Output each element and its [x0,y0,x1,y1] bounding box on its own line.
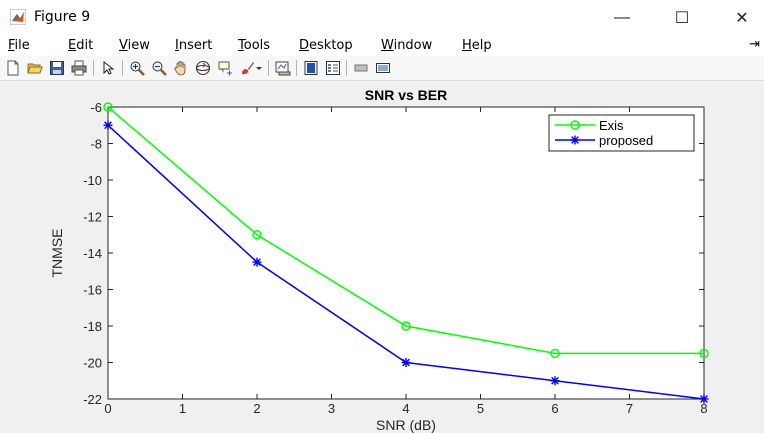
data-point-marker [252,230,262,240]
toolbar-separator [93,60,94,76]
hide-plot-tools-icon[interactable] [352,59,370,77]
x-tick-label: 6 [551,401,558,416]
y-axis-label: TNMSE [49,229,65,278]
colorbar-icon[interactable] [302,59,320,77]
data-point-marker [401,321,411,331]
brush-icon[interactable] [238,59,256,77]
data-point-marker [550,348,560,359]
series-line-0 [107,106,704,355]
data-series [103,102,709,404]
x-tick-label: 7 [626,401,633,416]
toolbar [0,56,764,81]
pan-icon[interactable] [172,59,190,77]
x-tick-label: 8 [700,401,707,416]
y-tick-label: -22 [83,392,102,407]
x-tick-label: 3 [328,401,335,416]
data-point-marker [699,394,709,404]
data-cursor-icon[interactable] [216,59,234,77]
show-plot-tools-icon[interactable] [374,59,392,77]
y-tick-label: -12 [83,210,102,225]
y-tick-label: -10 [83,173,102,188]
x-axis-label: SNR (dB) [376,417,436,433]
menu-desktop[interactable]: Desktop [299,38,353,53]
brush-dropdown-icon[interactable] [254,59,264,77]
x-tick-label: 0 [104,401,111,416]
zoom-out-icon[interactable] [150,59,168,77]
matlab-logo-icon [10,9,26,25]
y-tick-label: -14 [83,246,102,261]
y-tick-label: -6 [90,100,102,115]
toolbar-separator [346,60,347,76]
close-button[interactable]: ✕ [735,10,749,27]
menu-insert[interactable]: Insert [175,38,213,53]
data-point-marker [103,102,113,112]
toolbar-separator [122,60,123,76]
new-figure-icon[interactable] [4,59,22,77]
menu-window[interactable]: Window [381,38,433,53]
menu-tools[interactable]: Tools [238,38,271,53]
legend-marker [570,135,580,145]
pointer-icon[interactable] [99,59,117,77]
y-tick-label: -20 [83,356,102,371]
save-icon[interactable] [48,59,66,77]
maximize-button[interactable]: ☐ [674,10,690,27]
data-point-marker [550,376,560,386]
figure-area: SNR vs BER SNR (dB) TNMSE 0 1 2 3 4 5 6 7 8 -6 -8 -… [0,81,764,433]
y-tick-label: -8 [90,137,102,152]
line-chart[interactable]: SNR vs BER SNR (dB) TNMSE 0 1 2 3 4 5 6 7 8 -6 -8 -… [0,81,764,433]
data-point-marker [699,348,709,359]
axes-background [107,106,705,400]
x-tick-label: 2 [253,401,260,416]
chart-title: SNR vs BER [365,87,447,103]
link-plot-icon[interactable] [274,59,292,77]
menu-file[interactable]: File [8,38,30,53]
legend-label: Exis [599,118,624,133]
menu-view[interactable]: View [119,38,150,53]
y-tick-label: -18 [83,319,102,334]
x-tick-label: 4 [402,401,409,416]
y-tick-label: -16 [83,283,102,298]
axis-ticks: 0 1 2 3 4 5 6 7 8 -6 -8 -10 -12 -14 -16 -18 -20 -22 [83,100,707,416]
x-tick-label: 5 [477,401,484,416]
legend-marker [570,120,580,130]
print-icon[interactable] [70,59,88,77]
data-point-marker [401,358,411,367]
menu-help[interactable]: Help [462,38,492,53]
window-title: Figure 9 [34,9,91,25]
minimize-button[interactable]: — [614,9,630,26]
legend-label: proposed [599,133,653,148]
menu-bar: File Edit View Insert Tools Desktop Wind… [0,36,764,56]
toolbar-separator [268,60,269,76]
menu-edit[interactable]: Edit [68,38,94,53]
data-point-marker [252,257,262,267]
x-tick-label: 1 [179,401,186,416]
legend-icon[interactable] [324,59,342,77]
data-point-marker [103,120,113,130]
dock-icon[interactable]: ⇥ [749,37,760,52]
rotate-3d-icon[interactable] [194,59,212,77]
title-bar: Figure 9 — ☐ ✕ [0,0,764,36]
zoom-in-icon[interactable] [128,59,146,77]
open-file-icon[interactable] [26,59,44,77]
toolbar-separator [296,60,297,76]
